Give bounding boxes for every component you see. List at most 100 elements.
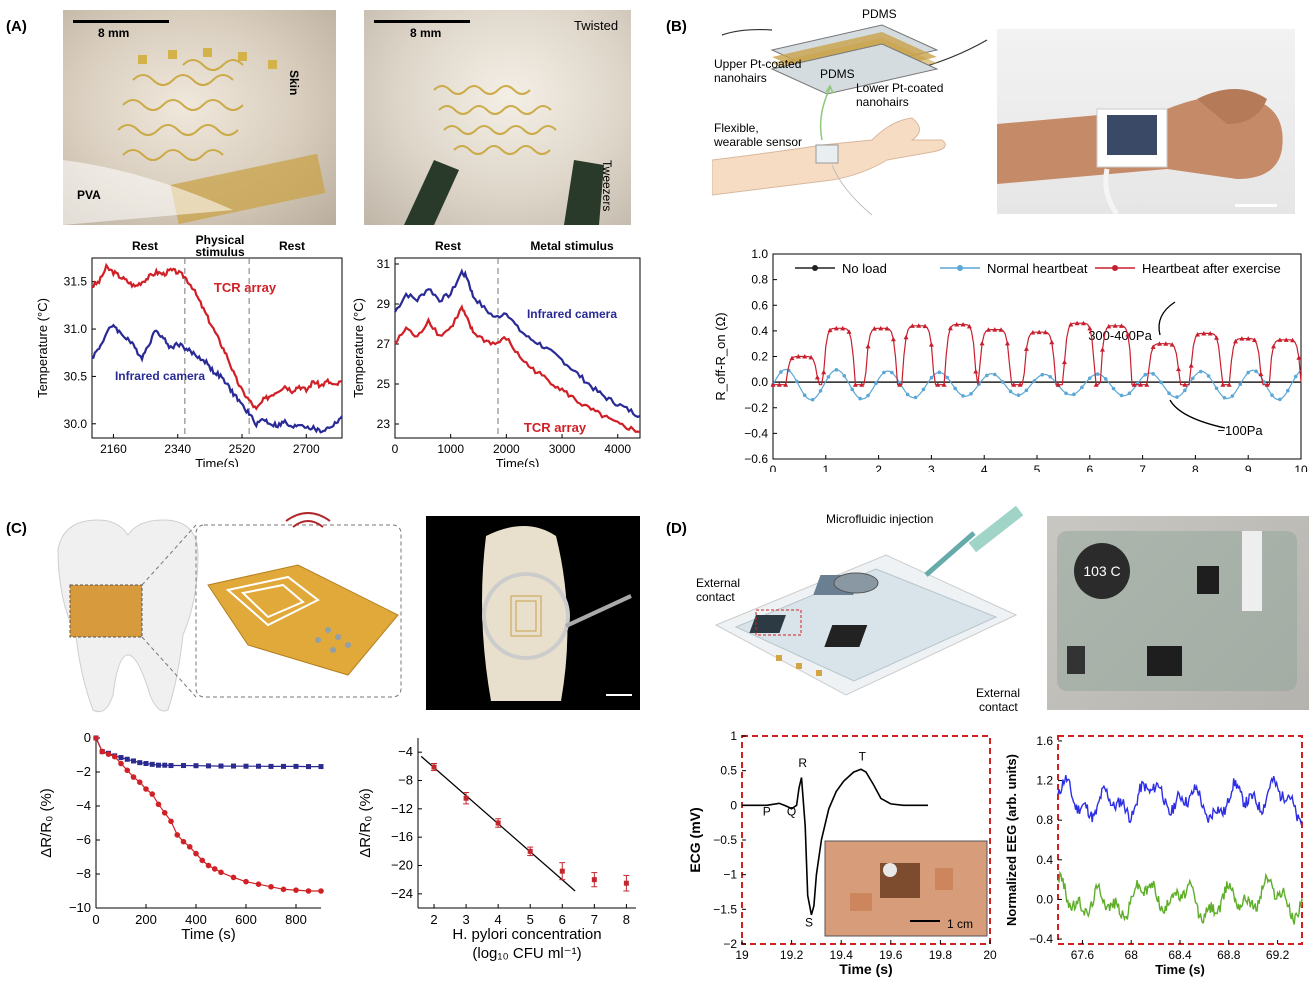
series-marker-normal xyxy=(1198,369,1203,374)
y-tick-label: −8 xyxy=(398,773,413,788)
sensor-array-twisted-photo: 8 mm Twisted Tweezers xyxy=(364,10,631,225)
sensor-label-2: wearable sensor xyxy=(713,135,802,149)
series-marker-normal xyxy=(1214,386,1219,391)
series-marker-exercise xyxy=(1112,323,1118,328)
series-marker-normal xyxy=(1111,386,1116,391)
data-point xyxy=(155,801,162,808)
series-marker-exercise xyxy=(852,382,858,387)
series-marker-exercise xyxy=(859,382,865,387)
tooth-photo xyxy=(426,516,640,710)
x-tick-label: 8 xyxy=(623,912,630,927)
data-point xyxy=(143,786,149,792)
series-marker-normal xyxy=(961,394,965,398)
y-tick-label: −8 xyxy=(76,866,91,881)
series-label-ir: Infrared camera xyxy=(527,307,617,321)
x-axis-label: Time (s) xyxy=(1155,962,1205,977)
x-tick-label: 4 xyxy=(495,912,502,927)
data-point xyxy=(243,763,249,769)
x-tick-label: 8 xyxy=(1192,463,1199,472)
external-contact-label-4: contact xyxy=(979,700,1018,714)
series-line-ir xyxy=(394,268,641,419)
series-marker-exercise xyxy=(1074,320,1080,326)
external-contact-label-2: contact xyxy=(696,590,735,604)
y-tick-label: −24 xyxy=(391,886,413,901)
series-marker-exercise xyxy=(878,325,884,331)
series-marker-exercise xyxy=(1055,382,1061,387)
series-marker-normal xyxy=(802,393,807,398)
series-marker-normal xyxy=(921,387,926,392)
x-tick-label: 19 xyxy=(735,948,749,962)
x-tick-label: 400 xyxy=(185,912,207,927)
series-label-tcr: TCR array xyxy=(524,420,587,435)
x-tick-label: 4 xyxy=(981,463,988,472)
component-label: 103 C xyxy=(1083,563,1120,579)
y-tick-label: −10 xyxy=(69,900,91,915)
series-marker-exercise xyxy=(795,354,801,359)
x-axis-label: Time (s) xyxy=(181,926,235,943)
y-tick-label: 27 xyxy=(377,337,391,351)
data-point xyxy=(255,881,262,887)
data-point xyxy=(161,810,168,816)
data-point xyxy=(495,820,501,826)
series-marker-exercise xyxy=(928,342,934,347)
y-tick-label: −20 xyxy=(391,858,413,873)
y-tick-label: 31.5 xyxy=(64,275,88,289)
series-marker-normal xyxy=(1159,380,1163,385)
data-point xyxy=(137,760,143,766)
y-axis-label: Temperature (°C) xyxy=(351,298,366,398)
series-marker-normal xyxy=(1230,394,1235,398)
data-point xyxy=(149,791,156,797)
x-tick-label: 0 xyxy=(770,463,777,472)
plot-frame xyxy=(1057,735,1303,945)
series-marker-exercise xyxy=(821,369,827,375)
data-point xyxy=(168,818,174,825)
y-tick-label: −0.5 xyxy=(713,833,737,847)
series-marker-normal xyxy=(1222,395,1227,400)
series-marker-exercise xyxy=(1239,336,1245,341)
series-marker-normal xyxy=(1032,379,1037,383)
series-marker-exercise xyxy=(1042,329,1048,335)
x-tick-label: 0 xyxy=(392,442,399,456)
series-marker-normal xyxy=(929,375,934,380)
y-tick-label: 1 xyxy=(730,729,737,743)
chart-a-left: Rest Physical stimulus Rest TCR array In… xyxy=(35,233,343,467)
external-contact-label-3: External xyxy=(976,686,1020,700)
series-marker-exercise xyxy=(985,327,991,332)
chart-d-right: 67.6 68 68.4 68.8 69.2 −0.4 0.0 0.4 0.8 1.2 1.6 Tim… xyxy=(1004,734,1303,977)
x-tick-label: 2520 xyxy=(229,442,256,456)
x-axis-label: H. pylori concentration xyxy=(452,926,601,943)
x-tick-label: 2 xyxy=(875,463,882,472)
skin-label: Skin xyxy=(287,70,301,96)
series-marker-normal xyxy=(1095,372,1100,376)
series-marker-exercise xyxy=(1125,332,1131,337)
series-marker-normal xyxy=(1293,374,1298,379)
series-marker-normal xyxy=(1183,388,1187,393)
series-marker-exercise xyxy=(979,340,985,346)
sensor-array-skin-photo: 8 mm Skin PVA xyxy=(63,10,336,225)
ecg-wave-label-R: R xyxy=(798,756,807,770)
data-point xyxy=(124,767,131,774)
series-marker-normal xyxy=(810,397,815,402)
x-tick-label: 68.4 xyxy=(1168,948,1192,962)
circuit-diagram: Microfluidic injection External contact … xyxy=(696,505,1024,714)
series-marker-normal xyxy=(850,387,854,392)
series-marker-exercise xyxy=(783,382,789,387)
data-point xyxy=(623,880,629,886)
series-line-tcr xyxy=(394,304,641,434)
series-marker-normal xyxy=(1167,391,1171,395)
series-marker-exercise xyxy=(954,321,960,327)
series-marker-exercise xyxy=(1271,343,1277,349)
series-marker-exercise xyxy=(1061,359,1067,365)
x-axis-label: Time (s) xyxy=(839,961,892,977)
x-tick-label: 4000 xyxy=(604,442,631,456)
series-marker-normal xyxy=(1143,372,1148,377)
y-tick-label: −4 xyxy=(398,744,413,759)
series-marker-normal xyxy=(858,396,862,401)
phase-label-stimulus: Physical xyxy=(196,233,245,247)
y-tick-label: 0.0 xyxy=(1036,892,1053,906)
pva-label: PVA xyxy=(77,188,101,202)
series-marker-normal xyxy=(874,381,878,386)
phase-label-rest-2: Rest xyxy=(279,239,305,253)
ecg-trace xyxy=(742,768,928,916)
data-point xyxy=(293,887,299,893)
